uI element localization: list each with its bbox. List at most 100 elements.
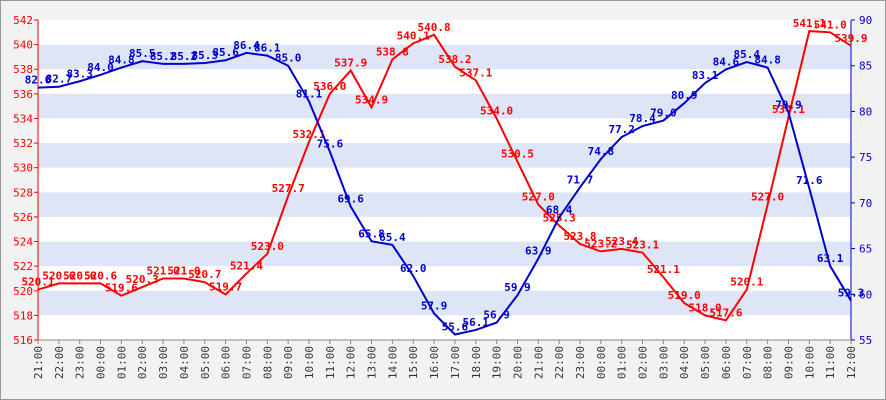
x-tick-label: 03:00 — [657, 346, 670, 379]
data-label: 530.5 — [501, 148, 534, 161]
data-label: 521.0 — [147, 264, 180, 277]
x-tick-label: 11:00 — [824, 346, 837, 379]
data-label: 540.1 — [397, 29, 430, 42]
data-label: 85.2 — [171, 50, 198, 63]
data-label: 83.1 — [692, 69, 719, 82]
y2-tick-label: 85 — [859, 60, 872, 73]
data-label: 85.0 — [275, 52, 302, 65]
data-label: 519.0 — [668, 289, 701, 302]
data-label: 532.1 — [292, 128, 325, 141]
data-label: 68.4 — [546, 203, 573, 216]
grid-band — [38, 290, 851, 316]
y-tick-label: 518 — [13, 309, 33, 322]
data-label: 84.0 — [87, 61, 114, 74]
y2-tick-label: 90 — [859, 14, 872, 27]
data-label: 84.8 — [108, 54, 135, 67]
x-tick-label: 18:00 — [470, 346, 483, 379]
x-tick-label: 05:00 — [199, 346, 212, 379]
x-tick-label: 19:00 — [491, 346, 504, 379]
x-tick-label: 01:00 — [115, 346, 128, 379]
data-label: 519.7 — [209, 280, 242, 293]
y-tick-label: 538 — [13, 63, 33, 76]
data-label: 84.6 — [713, 55, 740, 68]
y-tick-label: 542 — [13, 14, 33, 27]
grid-band — [38, 241, 851, 267]
data-label: 538.2 — [438, 53, 471, 66]
y2-tick-label: 55 — [859, 334, 872, 347]
y-tick-label: 532 — [13, 137, 33, 150]
x-tick-label: 14:00 — [386, 346, 399, 379]
data-label: 59.9 — [504, 281, 531, 294]
data-label: 520.3 — [126, 273, 159, 286]
data-label: 521.4 — [230, 260, 263, 273]
y-tick-label: 522 — [13, 260, 33, 273]
data-label: 523.8 — [563, 230, 596, 243]
data-label: 74.8 — [588, 145, 615, 158]
data-label: 85.6 — [212, 46, 239, 59]
data-label: 57.9 — [421, 299, 448, 312]
y-tick-label: 526 — [13, 211, 33, 224]
x-tick-label: 23:00 — [74, 346, 87, 379]
x-tick-label: 11:00 — [324, 346, 337, 379]
x-tick-label: 03:00 — [157, 346, 170, 379]
data-label: 56.1 — [463, 316, 490, 329]
x-tick-label: 00:00 — [95, 346, 108, 379]
data-label: 520.1 — [730, 276, 763, 289]
data-label: 62.0 — [400, 262, 427, 275]
x-tick-label: 10:00 — [803, 346, 816, 379]
y-tick-label: 534 — [13, 112, 33, 125]
x-tick-label: 21:00 — [532, 346, 545, 379]
data-label: 82.6 — [25, 74, 52, 87]
data-label: 65.4 — [379, 231, 406, 244]
data-label: 81.1 — [296, 87, 323, 100]
y-tick-label: 536 — [13, 88, 33, 101]
data-label: 520.6 — [42, 269, 75, 282]
data-label: 517.6 — [709, 306, 742, 319]
data-label: 518.0 — [689, 301, 722, 314]
grid-band — [38, 44, 851, 70]
data-label: 83.3 — [66, 67, 93, 80]
data-label: 534.0 — [480, 104, 513, 117]
x-tick-label: 02:00 — [136, 346, 149, 379]
grid-band — [38, 192, 851, 217]
x-tick-label: 06:00 — [220, 346, 233, 379]
data-label: 55.6 — [442, 321, 469, 334]
data-label: 84.8 — [754, 54, 781, 67]
x-tick-label: 23:00 — [574, 346, 587, 379]
y2-tick-label: 75 — [859, 151, 872, 164]
data-label: 69.6 — [337, 193, 364, 206]
data-label: 520.6 — [84, 269, 117, 282]
x-tick-label: 09:00 — [782, 346, 795, 379]
data-label: 534.1 — [772, 103, 805, 116]
data-label: 79.0 — [650, 107, 677, 120]
x-tick-label: 13:00 — [366, 346, 379, 379]
data-label: 85.2 — [150, 50, 177, 63]
grid-band — [38, 143, 851, 168]
x-tick-label: 02:00 — [637, 346, 650, 379]
y2-tick-label: 80 — [859, 105, 872, 118]
data-label: 71.6 — [796, 174, 823, 187]
data-label: 86.4 — [233, 39, 260, 52]
data-label: 520.1 — [21, 276, 54, 289]
data-label: 71.7 — [567, 173, 594, 186]
x-tick-label: 08:00 — [261, 346, 274, 379]
data-label: 85.4 — [734, 48, 761, 61]
y2-tick-label: 65 — [859, 243, 872, 256]
x-tick-label: 12:00 — [845, 346, 858, 379]
x-tick-label: 00:00 — [595, 346, 608, 379]
x-tick-label: 04:00 — [678, 346, 691, 379]
data-label: 523.1 — [626, 239, 659, 252]
data-label: 79.9 — [775, 98, 802, 111]
x-tick-label: 07:00 — [741, 346, 754, 379]
data-label: 85.3 — [192, 49, 219, 62]
data-label: 521.0 — [167, 264, 200, 277]
data-label: 521.1 — [647, 263, 680, 276]
data-label: 527.0 — [751, 191, 784, 204]
data-label: 63.9 — [525, 245, 552, 258]
data-label: 86.1 — [254, 42, 281, 55]
grid-band — [38, 93, 851, 119]
data-label: 75.6 — [317, 138, 344, 151]
data-label: 85.5 — [129, 47, 156, 60]
data-label: 537.1 — [459, 66, 492, 79]
